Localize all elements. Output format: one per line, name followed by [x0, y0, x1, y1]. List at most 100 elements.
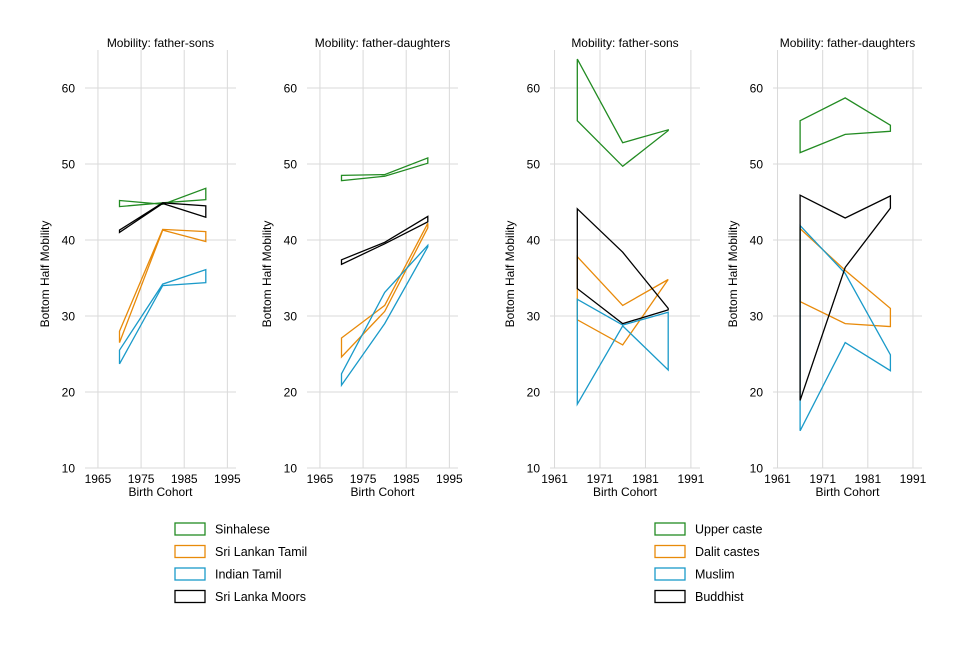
y-tick-label: 10: [527, 462, 541, 476]
x-tick-label: 1961: [764, 472, 791, 486]
legend-swatch: [174, 522, 206, 536]
legend-item: Dalit castes: [654, 544, 760, 559]
chart-title: Mobility: father-sons: [107, 36, 214, 50]
x-tick-label: 1971: [809, 472, 836, 486]
x-tick-label: 1981: [854, 472, 881, 486]
series-band-indian-tamil: [118, 268, 207, 365]
y-tick-label: 20: [284, 386, 298, 400]
legend-caste: Upper caste Dalit castes Muslim Buddhist: [654, 522, 762, 604]
x-tick-label: 1995: [214, 472, 241, 486]
x-tick-label: 1965: [85, 472, 112, 486]
chart-panel-4: 10 20 30 40 50 60 1961 1971 1981 1991 Mobility: fa…: [726, 36, 927, 499]
chart-title: Mobility: father-daughters: [780, 36, 915, 50]
y-tick-label: 40: [527, 234, 541, 248]
y-tick-label: 40: [62, 234, 76, 248]
x-tick-label: 1995: [436, 472, 463, 486]
legend-swatch: [654, 544, 686, 559]
y-axis-label: Bottom Half Mobility: [503, 221, 517, 328]
y-tick-label: 40: [750, 234, 764, 248]
legend-ethnicity: Sinhalese Sri Lankan Tamil Indian Tamil Sri…: [174, 522, 307, 604]
series-band-sinhalese: [340, 156, 429, 182]
series-band-sri-lankan-tamil: [118, 228, 207, 343]
legend-item: Sri Lanka Moors: [174, 589, 306, 604]
series-band-muslim: [799, 223, 892, 432]
y-tick-label: 10: [284, 462, 298, 476]
legend-item: Indian Tamil: [174, 567, 281, 582]
x-axis-label: Birth Cohort: [128, 485, 193, 499]
legend-label: Muslim: [695, 568, 735, 582]
y-tick-label: 50: [284, 158, 298, 172]
series-band-upper-caste: [576, 58, 669, 168]
series-band-sri-lankan-tamil: [340, 222, 429, 359]
series-band-upper-caste: [799, 97, 892, 154]
x-tick-label: 1991: [678, 472, 705, 486]
series-band-sri-lanka-moors: [118, 202, 207, 234]
y-tick-label: 10: [750, 462, 764, 476]
x-tick-label: 1971: [587, 472, 614, 486]
legend-label: Buddhist: [695, 590, 744, 604]
series-band-dalit-castes: [576, 255, 669, 346]
y-tick-label: 20: [62, 386, 76, 400]
y-tick-label: 10: [62, 462, 76, 476]
y-tick-label: 60: [284, 82, 298, 96]
legend-label: Sri Lanka Moors: [215, 590, 306, 604]
legend-label: Dalit castes: [695, 545, 760, 559]
legend-label: Sri Lankan Tamil: [215, 545, 307, 559]
legend-item: Sinhalese: [174, 522, 270, 537]
legend-label: Upper caste: [695, 523, 762, 537]
y-tick-label: 40: [284, 234, 298, 248]
x-tick-label: 1991: [900, 472, 927, 486]
series-band-buddhist: [576, 207, 669, 325]
y-tick-label: 20: [750, 386, 764, 400]
series-band-sri-lanka-moors: [340, 215, 429, 266]
chart-title: Mobility: father-daughters: [315, 36, 450, 50]
x-axis-label: Birth Cohort: [815, 485, 880, 499]
series-band-indian-tamil: [340, 243, 429, 388]
y-axis-label: Bottom Half Mobility: [260, 221, 274, 328]
legend-item: Muslim: [654, 567, 735, 582]
legend-swatch: [654, 589, 686, 604]
x-tick-label: 1965: [307, 472, 334, 486]
series-band-buddhist: [799, 194, 892, 401]
x-axis-label: Birth Cohort: [593, 485, 658, 499]
legend-swatch: [654, 567, 686, 581]
y-tick-label: 20: [527, 386, 541, 400]
chart-panel-1: 10 20 30 40 50 60 1965 1975 1985 1995 Mobility: fa…: [38, 36, 241, 499]
series-band-muslim: [576, 298, 669, 407]
y-tick-label: 50: [750, 158, 764, 172]
legend-label: Indian Tamil: [215, 568, 281, 582]
x-tick-label: 1985: [393, 472, 420, 486]
y-tick-label: 50: [527, 158, 541, 172]
series-band-sinhalese: [118, 187, 207, 208]
x-tick-label: 1975: [128, 472, 155, 486]
y-axis-label: Bottom Half Mobility: [726, 221, 740, 328]
series-band-dalit-castes: [799, 227, 892, 328]
x-tick-label: 1975: [350, 472, 377, 486]
x-tick-label: 1985: [171, 472, 198, 486]
y-axis-label: Bottom Half Mobility: [38, 221, 52, 328]
legend-label: Sinhalese: [215, 523, 270, 537]
y-tick-label: 30: [750, 310, 764, 324]
chart-title: Mobility: father-sons: [571, 36, 678, 50]
y-tick-label: 60: [750, 82, 764, 96]
legend-item: Upper caste: [654, 522, 762, 537]
x-axis-label: Birth Cohort: [350, 485, 415, 499]
x-tick-label: 1961: [541, 472, 568, 486]
y-tick-label: 50: [62, 158, 76, 172]
legend-item: Sri Lankan Tamil: [174, 544, 307, 559]
y-tick-label: 60: [527, 82, 541, 96]
legend-item: Buddhist: [654, 589, 744, 604]
y-tick-label: 30: [62, 310, 76, 324]
x-tick-label: 1981: [632, 472, 659, 486]
legend-swatch: [174, 589, 206, 604]
y-tick-label: 30: [284, 310, 298, 324]
chart-panel-3: 10 20 30 40 50 60 1961 1971 1981 1991 Mobility: fa…: [503, 36, 705, 499]
chart-panel-2: 10 20 30 40 50 60 1965 1975 1985 1995 Mobility: fa…: [260, 36, 463, 499]
y-tick-label: 60: [62, 82, 76, 96]
legend-swatch: [174, 567, 206, 581]
y-tick-label: 30: [527, 310, 541, 324]
legend-swatch: [174, 544, 206, 559]
legend-swatch: [654, 522, 686, 536]
